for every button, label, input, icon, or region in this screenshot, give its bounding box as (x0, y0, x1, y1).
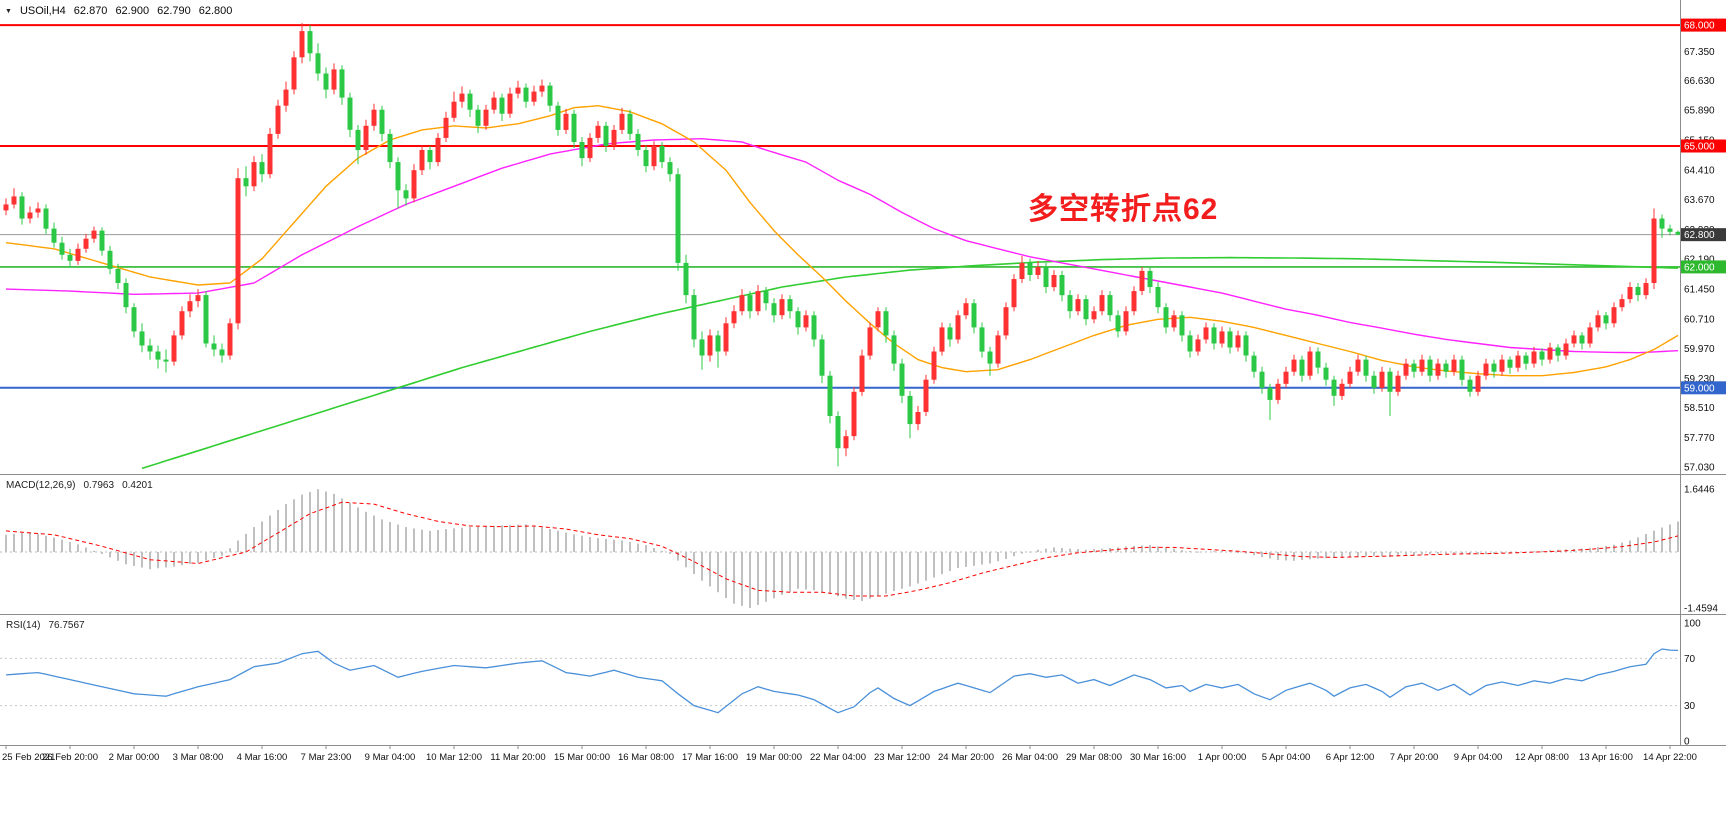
svg-text:62.190: 62.190 (1684, 255, 1715, 266)
symbol-dropdown-icon[interactable]: ▼ (5, 7, 12, 15)
svg-text:67.350: 67.350 (1684, 47, 1715, 58)
svg-text:59.000: 59.000 (1684, 383, 1715, 394)
chart-header: ▼ USOil,H4 62.870 62.900 62.790 62.800 (5, 5, 232, 17)
svg-text:9 Apr 04:00: 9 Apr 04:00 (1454, 752, 1503, 763)
svg-text:62.800: 62.800 (1684, 230, 1715, 241)
svg-text:-1.4594: -1.4594 (1684, 603, 1718, 614)
svg-text:30 Mar 16:00: 30 Mar 16:00 (1130, 752, 1186, 763)
svg-text:62.000: 62.000 (1684, 262, 1715, 273)
svg-text:19 Mar 00:00: 19 Mar 00:00 (746, 752, 802, 763)
ohlc-high: 62.900 (115, 5, 150, 17)
svg-text:30: 30 (1684, 701, 1696, 712)
svg-text:9 Mar 04:00: 9 Mar 04:00 (365, 752, 416, 763)
svg-text:2 Mar 00:00: 2 Mar 00:00 (109, 752, 160, 763)
price-axis: 67.35066.63065.89065.15064.41063.67062.9… (1684, 47, 1715, 474)
svg-text:14 Apr 22:00: 14 Apr 22:00 (1643, 752, 1697, 763)
svg-text:0: 0 (1684, 737, 1690, 748)
svg-text:61.450: 61.450 (1684, 285, 1715, 296)
moving-averages (5, 104, 1679, 470)
chart-annotation: 多空转折点62 (1028, 193, 1219, 226)
svg-text:26 Feb 20:00: 26 Feb 20:00 (42, 752, 98, 763)
svg-text:11 Mar 20:00: 11 Mar 20:00 (490, 752, 545, 763)
ma-magenta-line (5, 137, 1679, 354)
rsi-panel: 100 70 30 0 (0, 619, 1701, 748)
ohlc-close: 62.800 (198, 5, 233, 17)
svg-text:10 Mar 12:00: 10 Mar 12:00 (426, 752, 482, 763)
svg-text:22 Mar 04:00: 22 Mar 04:00 (810, 752, 866, 763)
svg-text:70: 70 (1684, 654, 1696, 665)
svg-text:1 Apr 00:00: 1 Apr 00:00 (1198, 752, 1247, 763)
svg-text:57.030: 57.030 (1684, 463, 1715, 474)
ma-green-line (141, 256, 1679, 470)
macd-name: MACD(12,26,9) (6, 480, 76, 491)
rsi-value: 76.7567 (48, 620, 85, 631)
rsi-name: RSI(14) (6, 620, 41, 631)
svg-text:15 Mar 00:00: 15 Mar 00:00 (554, 752, 610, 763)
svg-text:7 Apr 20:00: 7 Apr 20:00 (1390, 752, 1439, 763)
svg-text:59.970: 59.970 (1684, 344, 1715, 355)
svg-text:23 Mar 12:00: 23 Mar 12:00 (874, 752, 930, 763)
svg-text:64.410: 64.410 (1684, 165, 1715, 176)
macd-indicator-label: MACD(12,26,9) 0.7963 0.4201 (6, 480, 153, 491)
svg-text:65.890: 65.890 (1684, 106, 1715, 117)
svg-text:29 Mar 08:00: 29 Mar 08:00 (1066, 752, 1122, 763)
svg-text:6 Apr 12:00: 6 Apr 12:00 (1326, 752, 1375, 763)
svg-text:25 Feb 2021: 25 Feb 2021 (2, 752, 55, 763)
ohlc-open: 62.870 (73, 5, 108, 17)
svg-text:60.710: 60.710 (1684, 314, 1715, 325)
svg-text:100: 100 (1684, 619, 1701, 630)
svg-text:24 Mar 20:00: 24 Mar 20:00 (938, 752, 994, 763)
svg-text:1.6446: 1.6446 (1684, 485, 1715, 496)
horizontal-lines (0, 24, 1680, 389)
svg-text:26 Mar 04:00: 26 Mar 04:00 (1002, 752, 1058, 763)
svg-text:13 Apr 16:00: 13 Apr 16:00 (1579, 752, 1633, 763)
svg-text:12 Apr 08:00: 12 Apr 08:00 (1515, 752, 1569, 763)
svg-text:63.670: 63.670 (1684, 195, 1715, 206)
svg-text:68.000: 68.000 (1684, 21, 1715, 32)
svg-text:17 Mar 16:00: 17 Mar 16:00 (682, 752, 738, 763)
macd-signal-line (5, 501, 1679, 597)
price-tags: 68.000 65.000 62.800 62.000 59.000 (1681, 18, 1726, 395)
svg-text:66.630: 66.630 (1684, 76, 1715, 87)
svg-text:4 Mar 16:00: 4 Mar 16:00 (237, 752, 288, 763)
symbol-timeframe-label: USOil,H4 (19, 5, 66, 17)
macd-panel: 1.6446 -1.4594 (0, 485, 1718, 614)
rsi-line (5, 648, 1679, 714)
svg-text:5 Apr 04:00: 5 Apr 04:00 (1262, 752, 1311, 763)
svg-text:58.510: 58.510 (1684, 403, 1715, 414)
ma-orange-line (5, 104, 1679, 377)
candlesticks (3, 23, 1681, 467)
ohlc-low: 62.790 (157, 5, 191, 17)
svg-text:57.770: 57.770 (1684, 433, 1715, 444)
svg-text:7 Mar 23:00: 7 Mar 23:00 (301, 752, 352, 763)
rsi-indicator-label: RSI(14) 76.7567 (6, 620, 85, 631)
svg-text:3 Mar 08:00: 3 Mar 08:00 (173, 752, 224, 763)
macd-main-value: 0.7963 (83, 480, 115, 491)
macd-signal-value: 0.4201 (122, 480, 153, 491)
svg-text:65.000: 65.000 (1684, 142, 1715, 153)
svg-text:59.230: 59.230 (1684, 374, 1715, 385)
svg-text:16 Mar 08:00: 16 Mar 08:00 (618, 752, 674, 763)
